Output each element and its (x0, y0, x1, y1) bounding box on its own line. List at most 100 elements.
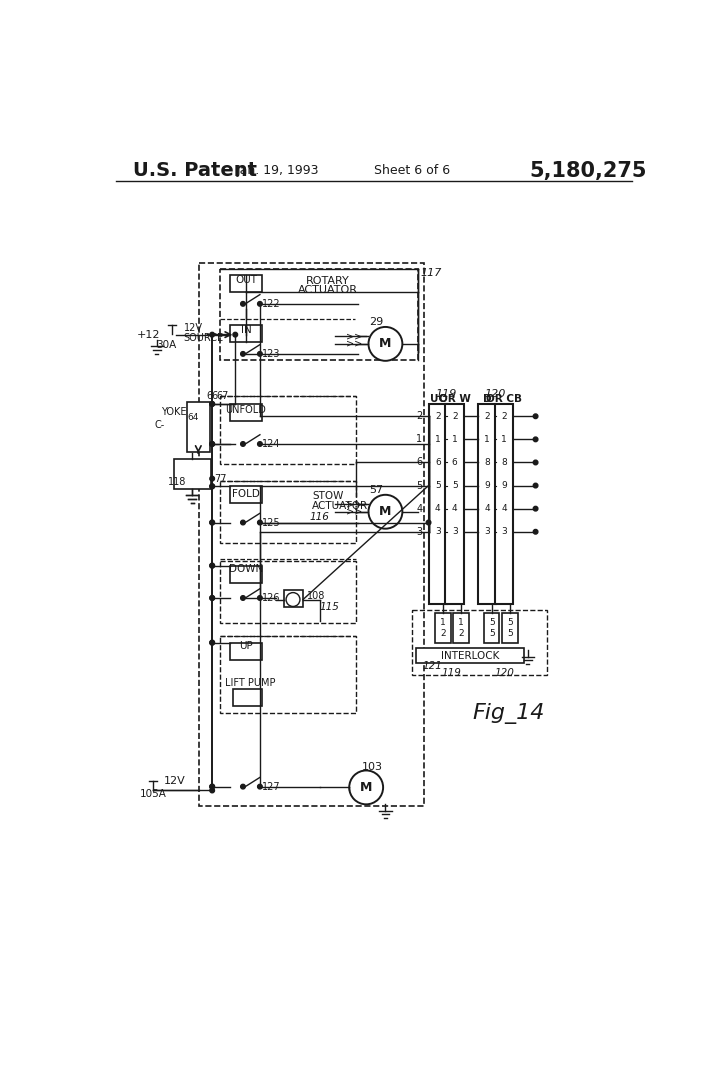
Bar (478, 404, 496, 604)
Text: M: M (360, 780, 372, 794)
Text: 5: 5 (452, 481, 458, 490)
Circle shape (241, 785, 245, 789)
Text: 57: 57 (369, 485, 383, 495)
Bar (233, 688, 262, 706)
Bar (220, 269, 418, 360)
Circle shape (210, 595, 215, 601)
Text: 1: 1 (452, 435, 458, 444)
Text: 9: 9 (501, 481, 507, 490)
Circle shape (534, 507, 538, 511)
Text: >>: >> (347, 339, 363, 348)
Text: OUT: OUT (235, 275, 257, 285)
Text: 4: 4 (484, 505, 490, 513)
Text: 12V: 12V (183, 324, 202, 334)
Text: >>: >> (347, 507, 363, 516)
Text: YOKE: YOKE (161, 406, 186, 417)
Circle shape (210, 521, 215, 525)
Text: 2: 2 (484, 412, 490, 421)
Text: 121: 121 (422, 661, 442, 670)
Text: UP: UP (240, 640, 253, 651)
Circle shape (210, 332, 215, 337)
Text: >>: >> (347, 331, 363, 341)
Bar (187, 402, 210, 452)
Bar (284, 590, 303, 607)
Bar (220, 397, 356, 464)
Bar (220, 561, 356, 622)
Text: 108: 108 (307, 591, 325, 601)
Text: 117: 117 (420, 268, 441, 278)
Text: 3: 3 (416, 527, 422, 537)
Text: 2: 2 (440, 629, 446, 638)
Text: 3: 3 (435, 527, 440, 537)
Bar (220, 636, 356, 713)
Text: INTERLOCK: INTERLOCK (441, 651, 499, 661)
Bar (230, 486, 262, 503)
Circle shape (210, 484, 215, 489)
Text: 6: 6 (416, 458, 422, 467)
Text: SOURCE: SOURCE (183, 332, 223, 343)
Text: DOWN: DOWN (229, 563, 264, 574)
Circle shape (210, 595, 215, 601)
Text: ROTARY: ROTARY (306, 276, 349, 285)
Text: 1: 1 (440, 618, 446, 628)
Circle shape (210, 640, 215, 645)
Circle shape (210, 563, 215, 568)
Text: 123: 123 (262, 348, 281, 359)
Circle shape (258, 595, 262, 601)
Circle shape (210, 785, 215, 789)
Text: 6: 6 (452, 458, 458, 467)
Text: 126: 126 (262, 593, 281, 603)
Text: 2: 2 (435, 412, 440, 421)
Bar (412, 609, 547, 675)
Text: 5: 5 (488, 629, 494, 638)
Text: 1: 1 (484, 435, 490, 444)
Bar (453, 614, 469, 642)
Text: 5: 5 (416, 481, 422, 491)
Text: 2: 2 (501, 412, 507, 421)
Text: 124: 124 (262, 439, 281, 449)
Text: 12V: 12V (164, 776, 186, 786)
Circle shape (534, 529, 538, 534)
Circle shape (534, 483, 538, 487)
Text: Sheet 6 of 6: Sheet 6 of 6 (374, 165, 451, 177)
Text: 120: 120 (495, 668, 515, 679)
Circle shape (210, 788, 215, 793)
Text: 127: 127 (262, 781, 281, 792)
Text: 66: 66 (206, 391, 218, 401)
Circle shape (426, 521, 431, 525)
Text: 103: 103 (363, 762, 384, 773)
Text: 8: 8 (501, 458, 507, 467)
Text: 1: 1 (458, 618, 464, 628)
Bar (230, 566, 262, 583)
Text: 4: 4 (435, 505, 440, 513)
Text: 5: 5 (507, 618, 513, 628)
Bar (484, 614, 499, 642)
Text: 105A: 105A (140, 789, 166, 799)
Circle shape (210, 785, 215, 789)
Text: 119: 119 (442, 668, 462, 679)
Text: 4: 4 (501, 505, 507, 513)
Text: OR W: OR W (439, 394, 471, 404)
Text: 77: 77 (214, 474, 226, 483)
Circle shape (258, 352, 262, 356)
Text: 116: 116 (310, 512, 330, 522)
Circle shape (241, 595, 245, 601)
Text: 1: 1 (416, 434, 422, 445)
Text: 5: 5 (507, 629, 513, 638)
Text: +12: +12 (137, 329, 160, 340)
Text: FOLD: FOLD (232, 489, 260, 499)
Circle shape (534, 437, 538, 441)
Bar (429, 404, 447, 604)
Text: 3: 3 (501, 527, 507, 537)
Text: 5,180,275: 5,180,275 (529, 160, 646, 181)
Circle shape (210, 477, 215, 481)
Text: U.S. Patent: U.S. Patent (133, 161, 257, 181)
Text: OR CB: OR CB (486, 394, 522, 404)
Bar (230, 275, 262, 292)
Circle shape (210, 441, 215, 446)
Text: 5: 5 (488, 618, 494, 628)
Bar (174, 460, 210, 489)
Circle shape (210, 521, 215, 525)
Text: 3: 3 (484, 527, 490, 537)
Text: 6: 6 (435, 458, 440, 467)
